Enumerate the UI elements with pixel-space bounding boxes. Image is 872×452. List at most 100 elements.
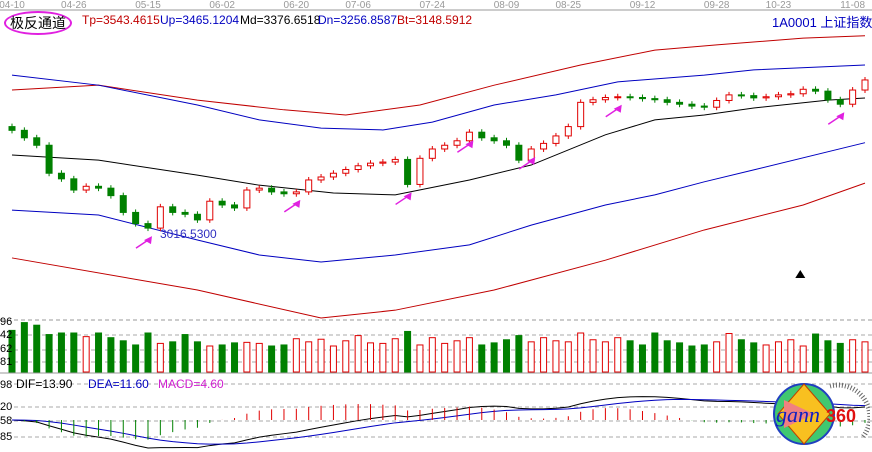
volume-bar <box>144 332 152 373</box>
volume-bar <box>465 337 473 373</box>
candle-body <box>156 206 164 229</box>
candle-body <box>540 142 548 150</box>
volume-bar <box>713 341 721 373</box>
candle-body <box>416 157 424 185</box>
volume-bar <box>404 330 412 373</box>
low-annotation: 3016.5300 <box>160 227 217 241</box>
candle-body <box>836 99 844 105</box>
volume-bar <box>750 342 758 373</box>
volume-bar <box>45 334 53 373</box>
volume-bar <box>354 335 362 373</box>
volume-bar <box>589 339 597 373</box>
x-tick-label: 11-08 <box>840 0 865 11</box>
candle-body <box>774 94 782 98</box>
x-tick-label: 07-06 <box>345 0 371 11</box>
candle-body <box>737 94 745 97</box>
volume-bar <box>391 338 399 373</box>
arrow-marker-tail <box>135 239 149 249</box>
candle-body <box>589 99 597 103</box>
volume-bar <box>33 324 41 373</box>
candle-body <box>379 161 387 164</box>
volume-bar <box>20 322 28 373</box>
candle-body <box>750 95 758 99</box>
volume-bar <box>243 341 251 373</box>
volume-bar <box>774 341 782 373</box>
symbol-label: 1A0001 上证指数 <box>772 15 872 30</box>
candle-body <box>552 135 560 144</box>
macd-axis-label: 58 <box>0 415 13 427</box>
candle-body <box>626 96 634 99</box>
candle-body <box>20 129 28 139</box>
volume-bar <box>428 337 436 373</box>
volume-bar <box>515 335 523 373</box>
candle-body <box>132 211 140 225</box>
candle-body <box>169 206 177 213</box>
indicator-title[interactable]: 极反通道 <box>4 11 72 35</box>
volume-bar <box>688 345 696 373</box>
volume-bar <box>626 340 634 373</box>
volume-bar <box>614 337 622 373</box>
volume-bar <box>280 344 288 373</box>
candle-body <box>243 189 251 209</box>
candle-body <box>317 176 325 181</box>
volume-bar <box>70 332 78 373</box>
channel-line-tp <box>11 35 866 116</box>
candle-body <box>651 98 659 101</box>
volume-bar <box>57 332 65 373</box>
volume-bar <box>379 342 387 373</box>
candle-body <box>218 200 226 206</box>
volume-bar <box>651 332 659 373</box>
candle-body <box>601 96 609 101</box>
candle-body <box>861 79 869 91</box>
candle-body <box>577 101 585 128</box>
arrow-marker-tail <box>605 108 619 118</box>
x-tick-label: 08-25 <box>556 0 582 11</box>
volume-bar <box>787 339 795 373</box>
x-tick-label: 07-24 <box>420 0 446 11</box>
candle-body <box>490 137 498 142</box>
channel-line-up <box>11 64 866 131</box>
volume-bar <box>577 332 585 373</box>
volume-bar <box>342 340 350 373</box>
volume-bar <box>737 339 745 373</box>
legend-dn: Dn=3256.8587 <box>318 13 398 27</box>
volume-bar <box>317 338 325 373</box>
volume-bar <box>540 337 548 373</box>
volume-axis-label: 81 <box>0 356 13 368</box>
channel-line-dn <box>11 142 866 263</box>
candle-body <box>478 131 486 139</box>
legend-bt: Bt=3148.5912 <box>397 13 473 27</box>
candle-body <box>255 187 263 191</box>
volume-bar <box>824 340 832 373</box>
candle-body <box>663 99 671 103</box>
macd-legend-dea: DEA=11.60 <box>88 377 149 391</box>
volume-bar <box>255 342 263 373</box>
volume-bar <box>206 345 214 373</box>
volume-bar <box>8 329 16 373</box>
macd-axis-label: 20 <box>0 401 13 413</box>
volume-bar <box>527 341 535 373</box>
candle-body <box>292 191 300 195</box>
candle-body <box>144 223 152 229</box>
x-tick-label: 09-12 <box>630 0 656 11</box>
x-tick-label: 10-23 <box>766 0 792 11</box>
volume-bar <box>676 342 684 373</box>
candle-body <box>787 93 795 96</box>
candle-body <box>515 144 523 161</box>
candle-body <box>465 131 473 142</box>
volume-bar <box>762 344 770 373</box>
volume-bar <box>132 344 140 373</box>
volume-bar <box>305 341 313 373</box>
volume-bar <box>799 345 807 373</box>
svg-text:gann: gann <box>776 402 820 427</box>
x-tick-label: 04-10 <box>0 0 25 11</box>
volume-bar <box>95 332 103 373</box>
volume-bar <box>268 345 276 373</box>
volume-bar <box>292 338 300 373</box>
candle-body <box>391 158 399 163</box>
volume-bar <box>156 342 164 373</box>
arrow-marker-tail <box>827 115 841 125</box>
candle-body <box>700 105 708 108</box>
volume-bar <box>812 333 820 373</box>
